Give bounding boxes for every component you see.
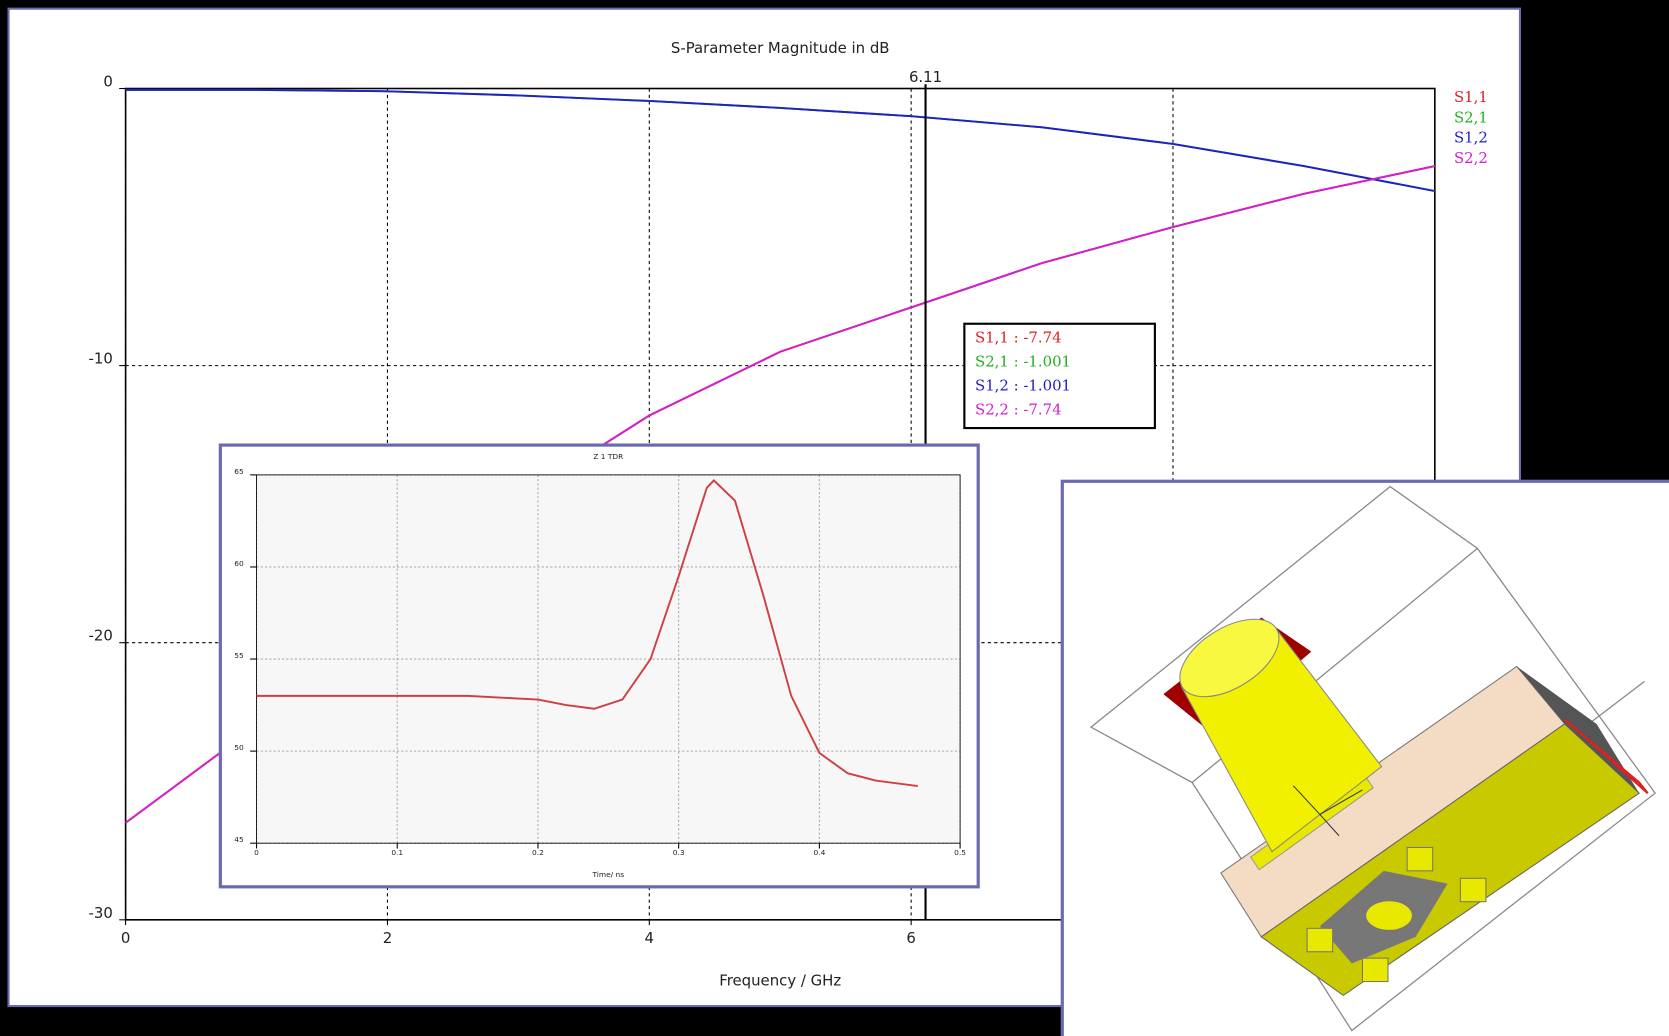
x-tick-label: 4 [645,929,654,947]
readout-entry: S2,2 : -7.74 [975,400,1062,418]
y-tick-label: 50 [234,743,244,752]
inset-window: Z 1 TDR Time/ ns 45 50 55 60 65 0 0.1 0.2 0.3 0.4 0.… [220,445,978,887]
x-tick-label: 0.5 [954,848,966,857]
x-tick-label: 0.1 [391,848,403,857]
x-tick-label: 0.4 [813,848,825,857]
x-tick-label: 0.3 [673,848,685,857]
page: S-Parameter Magnitude in dB Frequency / G… [0,0,1669,1036]
x-tick-label: 6 [906,929,915,947]
x-axis-label: Frequency / GHz [719,972,841,990]
chart-title: S-Parameter Magnitude in dB [671,39,890,57]
model-view [1062,481,1669,1036]
readout-entry: S1,2 : -1.001 [975,377,1071,395]
readout-entry: S1,1 : -7.74 [975,329,1062,347]
screen: S-Parameter Magnitude in dB Frequency / G… [0,0,1669,1036]
y-tick-label: 60 [234,559,244,568]
y-tick-label: -30 [88,904,112,922]
foot [1460,878,1486,901]
y-tick-label: 0 [103,73,112,91]
y-tick-label: 45 [234,835,244,844]
legend-entry: S1,1 [1454,88,1488,106]
legend-entry: S2,2 [1454,149,1488,167]
x-tick-label: 0.2 [532,848,544,857]
chart-title: Z 1 TDR [593,452,623,461]
x-tick-label: 0 [254,848,259,857]
legend-entry: S2,1 [1454,108,1488,126]
legend-entry: S1,2 [1454,129,1488,147]
x-axis-label: Time/ ns [591,870,624,879]
y-tick-label: 65 [234,467,244,476]
x-tick-label: 0 [121,929,130,947]
y-tick-label: -10 [88,350,112,368]
x-tick-label: 2 [383,929,392,947]
cursor-label: 6.11 [909,68,942,86]
pin [1366,901,1413,931]
y-tick-label: 55 [234,651,244,660]
foot [1407,847,1433,870]
foot [1307,928,1333,951]
y-tick-label: -20 [88,627,112,645]
foot [1362,958,1388,981]
readout-entry: S2,1 : -1.001 [975,353,1071,371]
